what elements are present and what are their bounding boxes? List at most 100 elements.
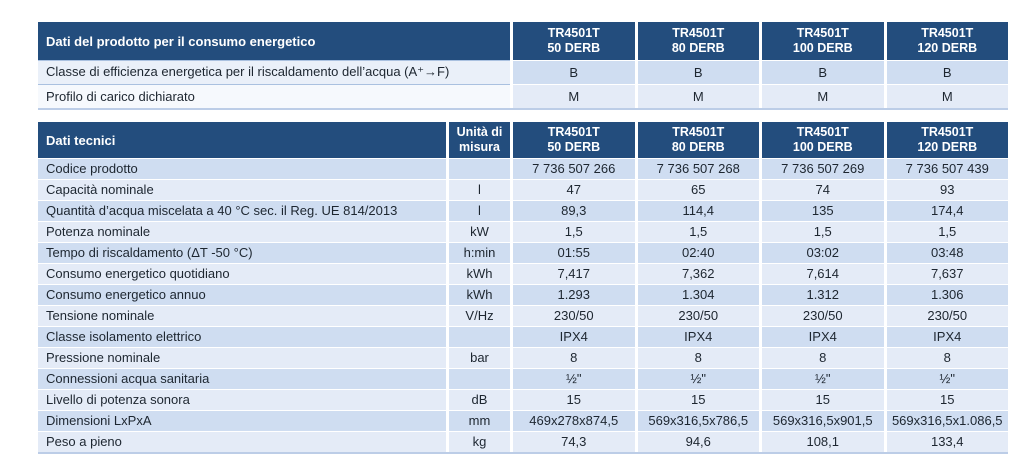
value-cell: 569x316,5x901,5 <box>762 410 884 431</box>
value-cell: M <box>762 84 884 108</box>
model-variant: 120 DERB <box>917 41 978 55</box>
unit-cell: kWh <box>449 284 510 305</box>
row-label: Consumo energetico annuo <box>38 284 446 305</box>
value-cell: ½" <box>637 368 759 389</box>
row-label: Classe isolamento elettrico <box>38 326 446 347</box>
table-row: Livello di potenza sonora dB 15 15 15 15 <box>38 389 1008 410</box>
table-row: Classe di efficienza energetica per il r… <box>38 60 1008 84</box>
value-cell: ½" <box>886 368 1008 389</box>
table-row: Consumo energetico annuo kWh 1.293 1.304 1.3… <box>38 284 1008 305</box>
value-cell: 1.312 <box>762 284 884 305</box>
unit-cell: kWh <box>449 263 510 284</box>
value-cell: 47 <box>513 179 635 200</box>
value-cell: 1,5 <box>513 221 635 242</box>
value-cell: 1.306 <box>886 284 1008 305</box>
value-cell: 135 <box>762 200 884 221</box>
unit-cell: h:min <box>449 242 510 263</box>
table-row: Tensione nominale V/Hz 230/50 230/50 230/50 2… <box>38 305 1008 326</box>
table-row: Codice prodotto 7 736 507 266 7 736 507 26… <box>38 158 1008 179</box>
row-label: Consumo energetico quotidiano <box>38 263 446 284</box>
value-cell: 8 <box>637 347 759 368</box>
unit-cell: kW <box>449 221 510 242</box>
model-name: TR4501T <box>672 125 725 139</box>
col-header-80-derb: TR4501T 80 DERB <box>637 22 759 60</box>
model-name: TR4501T <box>547 26 600 40</box>
col-header-120-derb: TR4501T 120 DERB <box>886 22 1008 60</box>
unit-cell <box>449 158 510 179</box>
model-variant: 80 DERB <box>671 41 725 55</box>
unit-cell: l <box>449 200 510 221</box>
value-cell: 7 736 507 266 <box>513 158 635 179</box>
table-row: Classe isolamento elettrico IPX4 IPX4 IPX4 I… <box>38 326 1008 347</box>
value-cell: 230/50 <box>886 305 1008 326</box>
row-label: Capacità nominale <box>38 179 446 200</box>
unit-cell: dB <box>449 389 510 410</box>
col-header-50-derb: TR4501T 50 DERB <box>513 122 635 158</box>
technical-data-table: Dati tecnici Unità di misura TR4501T 50 … <box>38 122 1008 454</box>
value-cell: 230/50 <box>513 305 635 326</box>
value-cell: ½" <box>513 368 635 389</box>
value-cell: ½" <box>762 368 884 389</box>
value-cell: 01:55 <box>513 242 635 263</box>
row-label: Codice prodotto <box>38 158 446 179</box>
unit-cell: kg <box>449 431 510 452</box>
model-variant: 120 DERB <box>917 140 978 154</box>
energy-table-title: Dati del prodotto per il consumo energet… <box>38 22 510 60</box>
value-cell: IPX4 <box>886 326 1008 347</box>
model-name: TR4501T <box>796 125 849 139</box>
value-cell: 7 736 507 269 <box>762 158 884 179</box>
col-header-120-derb: TR4501T 120 DERB <box>886 122 1008 158</box>
row-label: Tempo di riscaldamento (ΔT -50 °C) <box>38 242 446 263</box>
value-cell: 8 <box>886 347 1008 368</box>
value-cell: 469x278x874,5 <box>513 410 635 431</box>
value-cell: 569x316,5x1.086,5 <box>886 410 1008 431</box>
unit-cell: V/Hz <box>449 305 510 326</box>
value-cell: 114,4 <box>637 200 759 221</box>
value-cell: 94,6 <box>637 431 759 452</box>
unit-cell: bar <box>449 347 510 368</box>
table-row: Capacità nominale l 47 65 74 93 <box>38 179 1008 200</box>
value-cell: M <box>513 84 635 108</box>
row-label: Livello di potenza sonora <box>38 389 446 410</box>
table-row: Profilo di carico dichiarato M M M M <box>38 84 1008 108</box>
value-cell: 15 <box>513 389 635 410</box>
col-header-50-derb: TR4501T 50 DERB <box>513 22 635 60</box>
value-cell: B <box>513 60 635 84</box>
table-row: Connessioni acqua sanitaria ½" ½" ½" ½" <box>38 368 1008 389</box>
row-label: Pressione nominale <box>38 347 446 368</box>
model-name: TR4501T <box>921 26 974 40</box>
model-name: TR4501T <box>547 125 600 139</box>
col-header-80-derb: TR4501T 80 DERB <box>637 122 759 158</box>
value-cell: 569x316,5x786,5 <box>637 410 759 431</box>
value-cell: IPX4 <box>637 326 759 347</box>
model-name: TR4501T <box>921 125 974 139</box>
row-label: Connessioni acqua sanitaria <box>38 368 446 389</box>
value-cell: B <box>886 60 1008 84</box>
value-cell: B <box>637 60 759 84</box>
value-cell: 7,614 <box>762 263 884 284</box>
model-name: TR4501T <box>796 26 849 40</box>
table-row: Peso a pieno kg 74,3 94,6 108,1 133,4 <box>38 431 1008 452</box>
value-cell: 1.293 <box>513 284 635 305</box>
value-cell: 7 736 507 268 <box>637 158 759 179</box>
value-cell: 7,362 <box>637 263 759 284</box>
row-label: Classe di efficienza energetica per il r… <box>38 60 510 84</box>
value-cell: B <box>762 60 884 84</box>
table-row: Pressione nominale bar 8 8 8 8 <box>38 347 1008 368</box>
value-cell: 7,417 <box>513 263 635 284</box>
unit-cell <box>449 326 510 347</box>
value-cell: 15 <box>886 389 1008 410</box>
value-cell: IPX4 <box>513 326 635 347</box>
value-cell: 15 <box>762 389 884 410</box>
energy-data-table: Dati del prodotto per il consumo energet… <box>38 22 1008 110</box>
model-name: TR4501T <box>672 26 725 40</box>
table-row: Quantità d’acqua miscelata a 40 °C sec. … <box>38 200 1008 221</box>
col-header-100-derb: TR4501T 100 DERB <box>762 22 884 60</box>
value-cell: 03:02 <box>762 242 884 263</box>
value-cell: 8 <box>762 347 884 368</box>
col-header-100-derb: TR4501T 100 DERB <box>762 122 884 158</box>
value-cell: M <box>886 84 1008 108</box>
value-cell: 174,4 <box>886 200 1008 221</box>
value-cell: 1,5 <box>637 221 759 242</box>
